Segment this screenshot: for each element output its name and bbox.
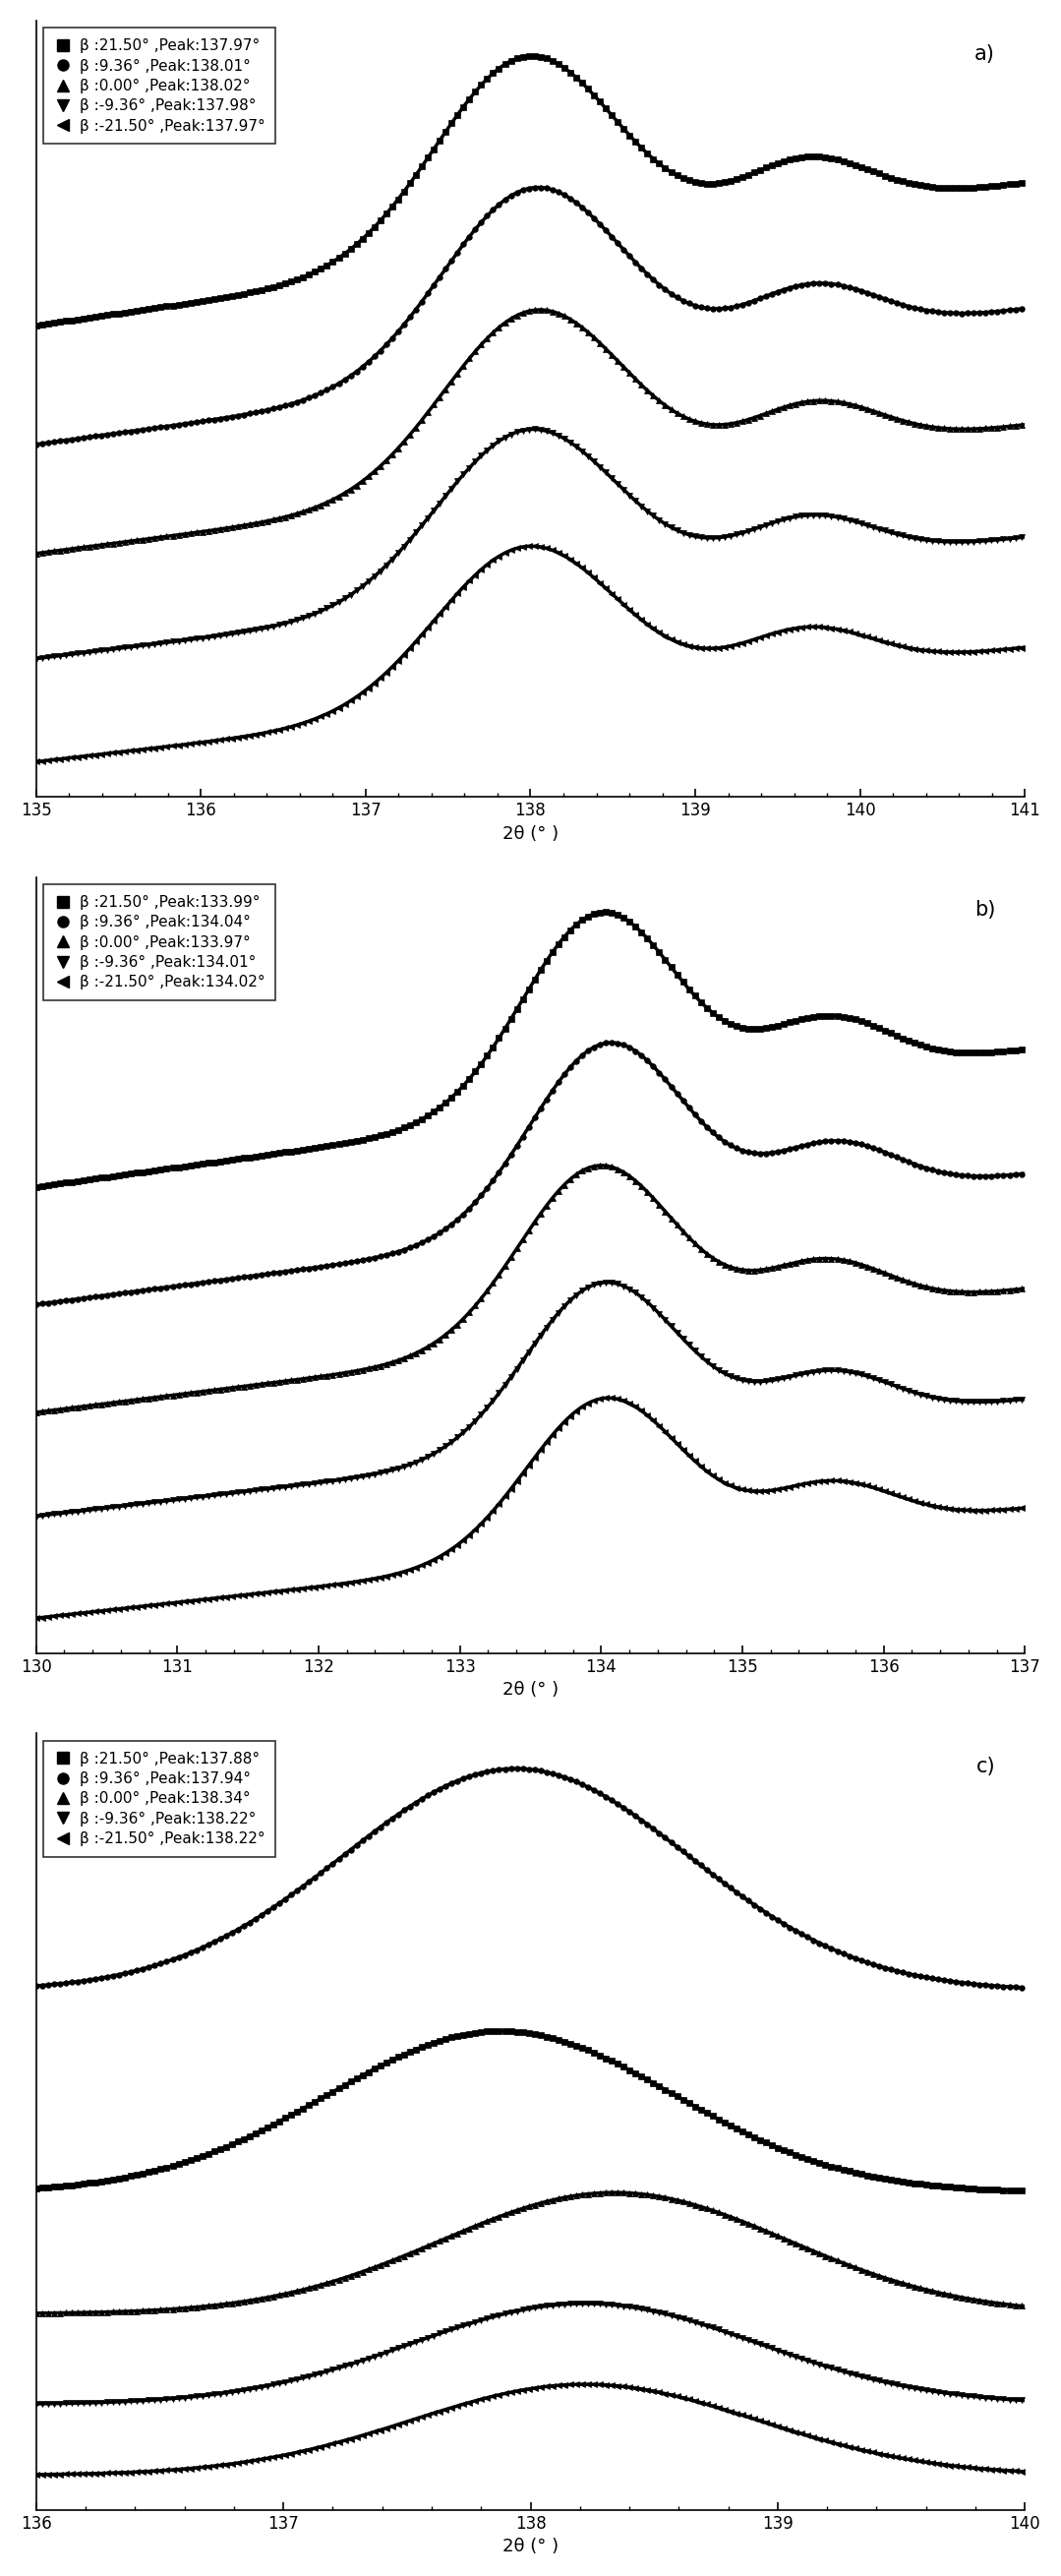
X-axis label: 2θ (° ): 2θ (° )	[503, 2537, 558, 2555]
Text: a): a)	[975, 44, 995, 64]
Text: c): c)	[976, 1757, 995, 1777]
X-axis label: 2θ (° ): 2θ (° )	[503, 1682, 558, 1700]
Text: b): b)	[974, 899, 995, 920]
Legend: β :21.50° ,Peak:137.88°, β :9.36° ,Peak:137.94°, β :0.00° ,Peak:138.34°, β :-9.3: β :21.50° ,Peak:137.88°, β :9.36° ,Peak:…	[44, 1741, 276, 1857]
Legend: β :21.50° ,Peak:137.97°, β :9.36° ,Peak:138.01°, β :0.00° ,Peak:138.02°, β :-9.3: β :21.50° ,Peak:137.97°, β :9.36° ,Peak:…	[44, 28, 276, 144]
Legend: β :21.50° ,Peak:133.99°, β :9.36° ,Peak:134.04°, β :0.00° ,Peak:133.97°, β :-9.3: β :21.50° ,Peak:133.99°, β :9.36° ,Peak:…	[44, 884, 276, 999]
X-axis label: 2θ (° ): 2θ (° )	[503, 824, 558, 842]
